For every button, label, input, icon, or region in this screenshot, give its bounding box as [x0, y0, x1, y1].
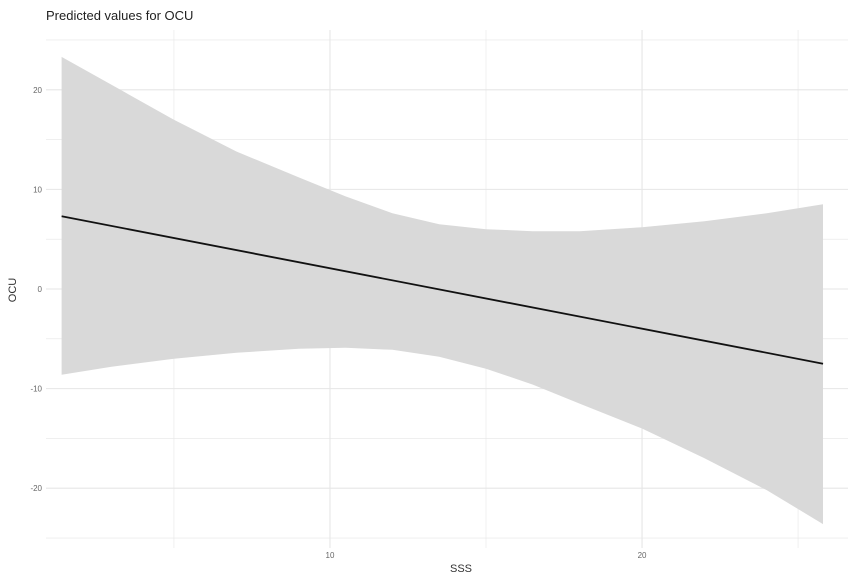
x-tick-label: 20	[638, 551, 647, 560]
y-axis-label: OCU	[7, 278, 19, 303]
x-tick-label: 10	[326, 551, 335, 560]
y-tick-labels: -20 -10 0 10 20	[30, 86, 42, 493]
y-tick-label: 10	[33, 185, 42, 194]
regression-line	[61, 215, 824, 365]
y-tick-label: -20	[30, 484, 42, 493]
y-tick-label: 20	[33, 86, 42, 95]
y-tick-label: 0	[38, 285, 43, 294]
x-tick-labels: 10 20	[326, 551, 648, 560]
x-axis-label: SSS	[450, 563, 472, 573]
chart-title: Predicted values for OCU	[46, 8, 193, 23]
y-tick-label: -10	[30, 385, 42, 394]
